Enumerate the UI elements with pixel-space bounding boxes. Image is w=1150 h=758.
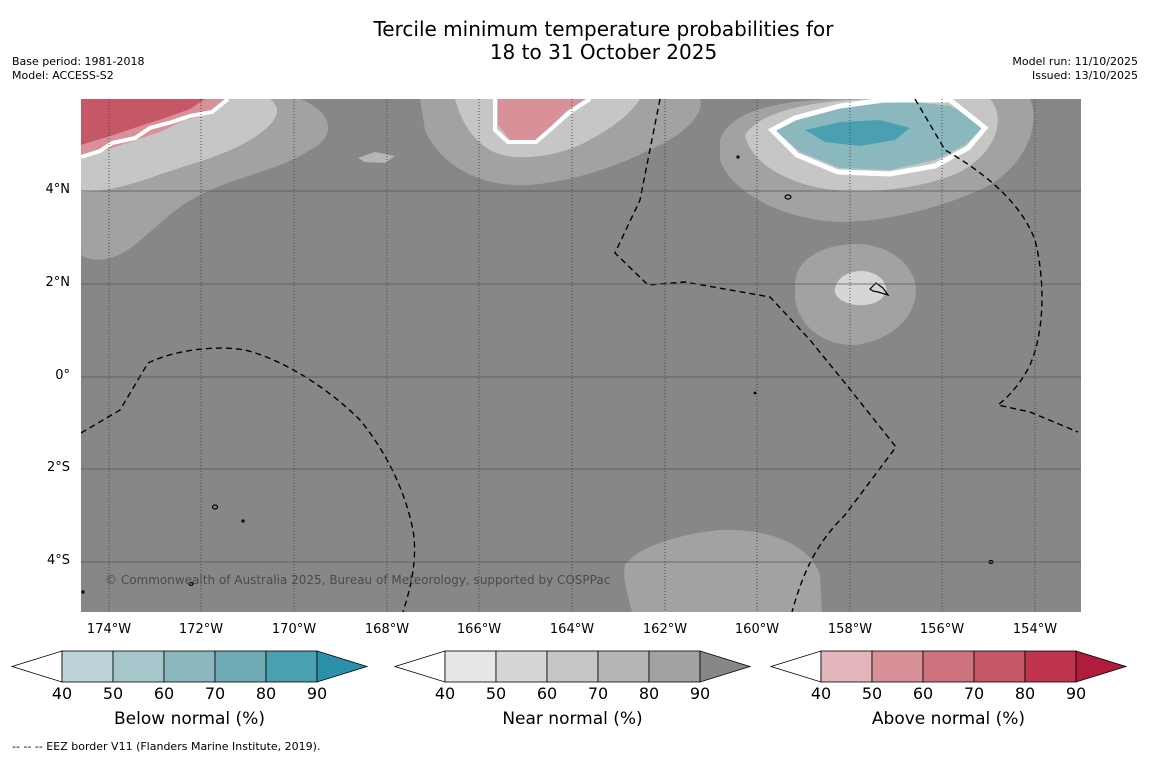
colorbar-above-segment-80	[1024, 650, 1077, 683]
lat-label-4s: 4°S	[46, 553, 70, 568]
lat-label-equator: 0°	[55, 368, 70, 383]
copyright-notice: © Commonwealth of Australia 2025, Bureau…	[105, 573, 611, 587]
colorbar-below-tick-60: 60	[153, 684, 175, 703]
near-normal-region-south	[624, 529, 822, 612]
lon-label-166w: 166°W	[456, 622, 502, 637]
colorbar-below-segment-40	[61, 650, 114, 683]
map-title: Tercile minimum temperature probabilitie…	[0, 18, 1150, 64]
lat-label-2n: 2°N	[45, 275, 71, 290]
lon-label-170w: 170°W	[271, 622, 317, 637]
lat-label-4n: 4°N	[45, 182, 71, 197]
colorbar-near-title: Near normal (%)	[502, 709, 643, 729]
colorbar-below-max-extend	[316, 650, 369, 683]
colorbar-above-tick-50: 50	[861, 684, 883, 703]
island-8	[81, 590, 85, 594]
colorbar-near-max-extend	[699, 650, 752, 683]
colorbar-near-min-extend	[393, 650, 446, 683]
near-normal-patch-small	[358, 152, 395, 163]
colorbar-near-tick-50: 50	[485, 684, 507, 703]
lon-label-172w: 172°W	[178, 622, 224, 637]
base-period: Base period: 1981-2018	[12, 55, 145, 68]
colorbar-below-title: Below normal (%)	[114, 709, 265, 729]
colorbar-above-title: Above normal (%)	[871, 709, 1026, 729]
above-normal-contour-nw	[81, 99, 230, 159]
colorbar-near-normal	[393, 650, 752, 683]
lon-label-154w: 154°W	[1012, 622, 1058, 637]
colorbar-near-segment-50	[495, 650, 548, 683]
colorbar-above-max-extend	[1075, 650, 1128, 683]
colorbar-below-tick-50: 50	[102, 684, 124, 703]
above-normal-region-nw-core	[81, 99, 205, 145]
lon-label-156w: 156°W	[919, 622, 965, 637]
colorbar-below-min-extend	[10, 650, 63, 683]
island-7	[753, 391, 757, 395]
eez-border-central	[614, 99, 897, 612]
colorbar-above-segment-50	[871, 650, 924, 683]
colorbar-below-tick-70: 70	[204, 684, 226, 703]
colorbar-near-tick-90: 90	[689, 684, 711, 703]
colorbar-above-tick-90: 90	[1065, 684, 1087, 703]
colorbar-near-tick-80: 80	[638, 684, 660, 703]
colorbar-above-min-extend	[769, 650, 822, 683]
colorbar-above-tick-40: 40	[810, 684, 832, 703]
below-normal-contour-ne	[767, 99, 989, 177]
model-run: Model run: 11/10/2025	[1012, 55, 1138, 68]
island-kiritimati	[869, 282, 890, 297]
graticule	[81, 190, 1081, 563]
colorbars	[10, 650, 1128, 683]
colorbar-above-segment-60	[922, 650, 975, 683]
title-line-2: 18 to 31 October 2025	[489, 40, 718, 64]
colorbar-below-segment-60	[163, 650, 216, 683]
colorbar-below-tick-90: 90	[306, 684, 328, 703]
title-line-1: Tercile minimum temperature probabilitie…	[373, 17, 834, 41]
colorbar-above-tick-80: 80	[1014, 684, 1036, 703]
lon-label-168w: 168°W	[364, 622, 410, 637]
eez-borders	[81, 99, 1079, 612]
lon-label-162w: 162°W	[642, 622, 688, 637]
island-6	[241, 519, 245, 523]
island-2	[211, 504, 219, 510]
colorbar-below-segment-50	[112, 650, 165, 683]
island-1	[784, 194, 792, 200]
lon-label-174w: 174°W	[86, 622, 132, 637]
below-normal-region-ne-core	[805, 120, 910, 146]
colorbar-below-segment-80	[265, 650, 318, 683]
colorbar-near-tick-40: 40	[434, 684, 456, 703]
colorbar-near-segment-80	[648, 650, 701, 683]
colorbar-above-normal	[769, 650, 1128, 683]
island-5	[736, 155, 740, 159]
colorbar-below-tick-40: 40	[51, 684, 73, 703]
issued-date: Issued: 13/10/2025	[1031, 69, 1138, 82]
colorbar-below-tick-80: 80	[255, 684, 277, 703]
island-3	[188, 581, 194, 587]
colorbar-below-segment-70	[214, 650, 267, 683]
colorbar-near-segment-70	[597, 650, 650, 683]
colorbar-above-tick-60: 60	[912, 684, 934, 703]
lon-label-164w: 164°W	[549, 622, 595, 637]
above-normal-contour-north	[493, 99, 592, 144]
above-normal-region-north	[498, 99, 585, 140]
eez-border-west	[81, 347, 416, 612]
colorbar-below-normal	[10, 650, 369, 683]
lon-label-158w: 158°W	[827, 622, 873, 637]
run-info: Model run: 11/10/2025 Issued: 13/10/2025	[1012, 55, 1138, 83]
colorbar-near-tick-60: 60	[536, 684, 558, 703]
eez-border-east	[914, 99, 1079, 433]
colorbar-above-segment-70	[973, 650, 1026, 683]
colorbar-near-segment-60	[546, 650, 599, 683]
colorbar-near-segment-40	[444, 650, 497, 683]
near-normal-region-east-inner	[834, 271, 887, 306]
colorbar-above-tick-70: 70	[963, 684, 985, 703]
lat-label-2s: 2°S	[46, 460, 70, 475]
model-info: Base period: 1981-2018 Model: ACCESS-S2	[12, 55, 144, 83]
model-name: Model: ACCESS-S2	[12, 69, 114, 82]
lon-label-160w: 160°W	[734, 622, 780, 637]
colorbar-near-tick-70: 70	[587, 684, 609, 703]
colorbar-above-segment-40	[820, 650, 873, 683]
eez-footnote: -- -- -- EEZ border V11 (Flanders Marine…	[12, 740, 321, 753]
